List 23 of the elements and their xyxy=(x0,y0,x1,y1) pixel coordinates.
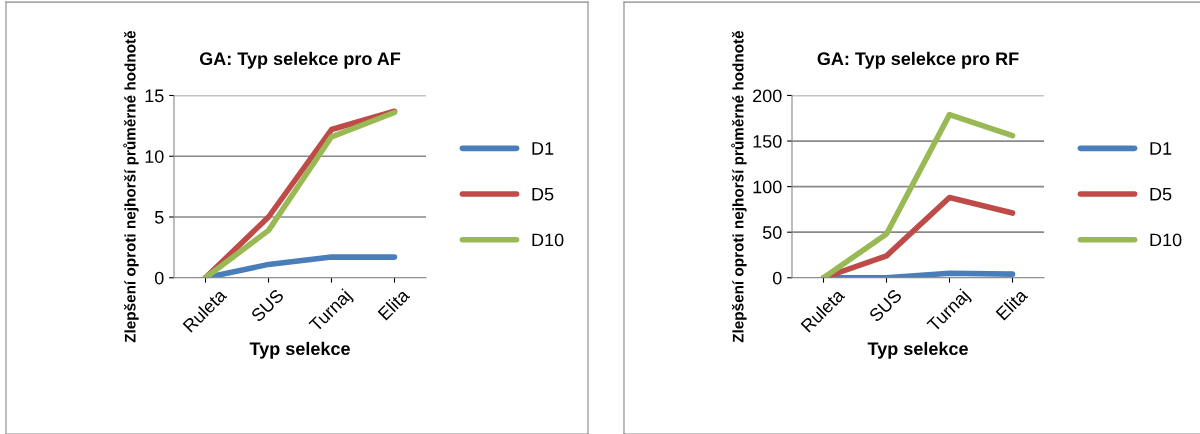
legend-label: D1 xyxy=(1150,142,1172,155)
y-tick-label: 0 xyxy=(772,271,782,285)
legend-label: D10 xyxy=(1150,233,1182,247)
x-tick-label: Elita xyxy=(995,287,1029,321)
chart-title: GA: Typ selekce pro AF xyxy=(199,51,401,69)
y-tick-label: 15 xyxy=(145,89,164,103)
y-tick-label: 200 xyxy=(753,89,782,103)
y-tick-label: 50 xyxy=(762,226,782,239)
y-tick-label: 5 xyxy=(154,211,164,224)
legend-label: D5 xyxy=(532,187,554,201)
x-axis-title: Typ selekce xyxy=(249,341,350,359)
y-tick-label: 0 xyxy=(154,271,164,285)
y-axis-title: Zlepšení oproti nejhorší průměrné hodnotě xyxy=(731,30,747,343)
legend-label: D10 xyxy=(532,233,564,247)
legend-label: D1 xyxy=(532,142,554,155)
y-tick-label: 100 xyxy=(753,180,782,194)
x-tick-label: Elita xyxy=(377,287,411,321)
chart-title: GA: Typ selekce pro RF xyxy=(817,51,1019,69)
legend-label: D5 xyxy=(1150,187,1172,201)
y-axis-title: Zlepšení oproti nejhorší průměrné hodnotě xyxy=(123,30,139,343)
x-axis-title: Typ selekce xyxy=(867,341,968,359)
y-tick-label: 150 xyxy=(753,134,782,148)
y-tick-label: 10 xyxy=(145,150,164,163)
